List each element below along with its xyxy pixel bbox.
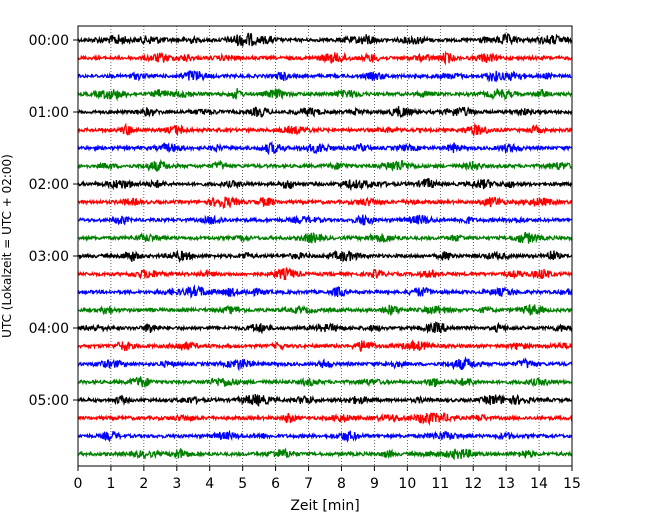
trace-line (77, 447, 573, 461)
trace-line (77, 412, 573, 427)
x-tick-label: 14 (530, 476, 548, 492)
x-tick-label: 3 (172, 476, 181, 492)
trace-series (77, 32, 573, 461)
y-tick-label: 00:00 (29, 33, 69, 49)
trace-line (77, 178, 573, 192)
x-tick-label: 8 (337, 476, 346, 492)
x-tick-label: 13 (497, 476, 515, 492)
y-tick-label: 02:00 (29, 177, 69, 193)
x-tick-label: 15 (563, 476, 581, 492)
grid-lines (110, 26, 540, 466)
trace-line (77, 86, 573, 102)
trace-line (77, 140, 573, 156)
trace-line (77, 429, 573, 443)
x-tick-label: 9 (370, 476, 379, 492)
trace-line (77, 284, 573, 300)
x-tick-label: 12 (464, 476, 482, 492)
trace-line (77, 106, 573, 119)
trace-line (77, 69, 573, 83)
trace-line (77, 303, 573, 316)
y-tick-label: 01:00 (29, 105, 69, 121)
x-axis: 0 1 2 3 4 5 6 7 8 9 10 11 12 13 14 15 (74, 466, 581, 492)
x-tick-label: 1 (106, 476, 115, 492)
trace-line (77, 266, 573, 281)
y-tick-label: 05:00 (29, 393, 69, 409)
trace-line (77, 355, 573, 372)
x-tick-label: 2 (139, 476, 148, 492)
trace-line (77, 339, 573, 353)
y-tick-label: 03:00 (29, 249, 69, 265)
x-tick-label: 0 (74, 476, 83, 492)
x-tick-label: 4 (205, 476, 214, 492)
trace-line (77, 122, 573, 138)
trace-line (77, 32, 573, 47)
trace-line (77, 158, 573, 173)
y-axis: 00:00 01:00 02:00 03:00 04:00 05:00 (29, 33, 78, 409)
trace-line (77, 213, 573, 226)
trace-line (77, 231, 573, 244)
trace-line (77, 376, 573, 389)
trace-line (77, 249, 573, 264)
trace-line (77, 50, 573, 66)
x-axis-label: Zeit [min] (290, 498, 359, 514)
y-tick-label: 04:00 (29, 321, 69, 337)
x-tick-label: 6 (271, 476, 280, 492)
trace-line (77, 321, 573, 335)
plot-frame (77, 25, 573, 467)
y-axis-label: UTC (Lokalzeit = UTC + 02:00) (0, 154, 14, 338)
x-tick-label: 7 (304, 476, 313, 492)
x-tick-label: 11 (431, 476, 449, 492)
trace-line (77, 195, 573, 210)
x-tick-label: 5 (238, 476, 247, 492)
trace-line (77, 393, 573, 407)
x-tick-label: 10 (398, 476, 416, 492)
